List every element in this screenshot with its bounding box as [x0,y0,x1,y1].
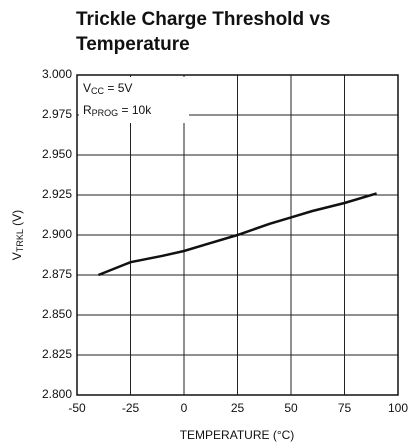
x-tick-label: 75 [338,401,352,415]
annotation-part: CC [91,86,104,96]
chart-title: Trickle Charge Threshold vs [76,9,330,30]
annotation: VCC = 5V [83,81,132,96]
x-tick-label: 25 [231,401,245,415]
y-label-unit: (V) [10,210,24,229]
x-tick-label: -25 [122,401,140,415]
y-label-main: V [10,252,24,260]
y-tick-label: 2.850 [42,307,72,321]
annotation-part: PROG [92,108,119,118]
x-tick-label: 50 [284,401,298,415]
annotation-part: = 5V [104,81,132,95]
annotation-box [79,77,189,123]
y-tick-label: 2.975 [42,107,72,121]
x-tick-label: 100 [388,401,408,415]
x-tick-label: -50 [68,401,86,415]
annotation: RPROG = 10k [83,103,152,118]
plot-border [76,74,399,396]
data-line [97,192,377,277]
chart-title: Temperature [76,34,190,55]
y-tick-label: 2.800 [42,387,72,401]
y-tick-label: 2.950 [42,147,72,161]
annotation-part: R [83,103,92,117]
y-axis-label: VTRKL (V) [10,210,25,260]
y-tick-label: 2.900 [42,227,72,241]
x-axis-label: TEMPERATURE (°C) [180,428,295,442]
y-tick-label: 2.875 [42,267,72,281]
y-tick-label: 2.825 [42,347,72,361]
x-tick-label: 0 [181,401,188,415]
y-tick-label: 2.925 [42,187,72,201]
y-label-sub: TRKL [15,229,25,252]
annotation-part: V [83,81,91,95]
y-tick-label: 3.000 [42,67,72,81]
annotation-part: = 10k [118,103,152,117]
